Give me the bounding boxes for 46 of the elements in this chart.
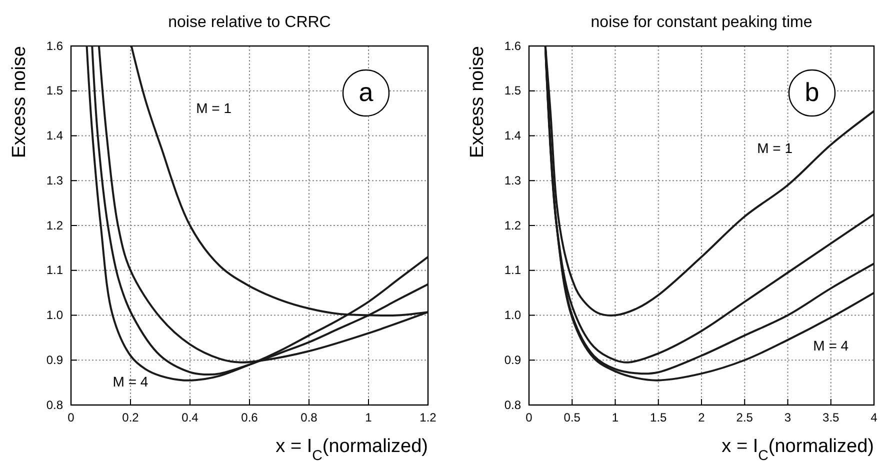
x-tick-label: 2 <box>698 410 706 425</box>
x-axis-title: x = I$_{C}$(normalized) <box>722 436 874 461</box>
y-tick-label: 0.9 <box>46 352 64 367</box>
y-tick-label: 0.8 <box>46 398 64 412</box>
x-tick-label: 0.6 <box>241 410 258 425</box>
y-tick-label: 1.2 <box>46 218 64 232</box>
x-axis-title: x = I$_{C}$(normalized) <box>276 436 428 461</box>
x-tick-label: 0.2 <box>122 410 140 425</box>
x-tick-label: 1.5 <box>650 410 668 425</box>
y-tick-label: 1.2 <box>504 218 522 232</box>
y-axis-title: Excess noise <box>9 46 30 158</box>
y-tick-label: 1.4 <box>46 128 64 143</box>
x-tick-label: 1 <box>365 410 372 425</box>
y-tick-label: 1.0 <box>46 308 64 322</box>
x-tick-label: 0.4 <box>182 410 199 425</box>
x-tick-label: 3 <box>784 410 792 425</box>
annotation: M = 4 <box>112 373 148 390</box>
x-tick-label: 1.2 <box>420 410 437 425</box>
x-tick-label: 2.5 <box>736 410 754 425</box>
x-tick-label: 0.5 <box>564 410 581 425</box>
x-tick-label: 4 <box>870 410 878 425</box>
y-tick-label: 1.1 <box>46 263 64 278</box>
y-tick-label: 0.9 <box>504 352 522 367</box>
y-tick-label: 0.8 <box>504 398 522 412</box>
annotation: b <box>804 76 820 107</box>
y-axis-title: Excess noise <box>467 46 488 158</box>
y-tick-label: 1.5 <box>504 84 522 98</box>
annotation: a <box>358 76 374 107</box>
y-tick-label: 1.3 <box>504 173 522 188</box>
y-tick-label: 1.6 <box>504 38 522 53</box>
x-tick-label: 0 <box>68 410 75 425</box>
chart-title: noise for constant peaking time <box>590 14 812 31</box>
y-tick-label: 1.5 <box>46 84 64 98</box>
annotation: M = 1 <box>757 140 793 156</box>
annotation: M = 4 <box>813 337 849 354</box>
y-tick-label: 1.3 <box>46 173 64 188</box>
x-tick-label: 1 <box>612 410 619 425</box>
x-tick-label: 0 <box>526 410 533 425</box>
chart-title: noise relative to CRRC <box>168 14 331 31</box>
y-tick-label: 1.0 <box>504 308 522 322</box>
y-tick-label: 1.1 <box>504 263 522 278</box>
y-tick-label: 1.4 <box>504 128 522 143</box>
annotation: M = 1 <box>196 100 232 116</box>
y-tick-label: 1.6 <box>46 38 64 53</box>
x-tick-label: 0.8 <box>300 410 318 425</box>
x-tick-label: 3.5 <box>822 410 840 425</box>
